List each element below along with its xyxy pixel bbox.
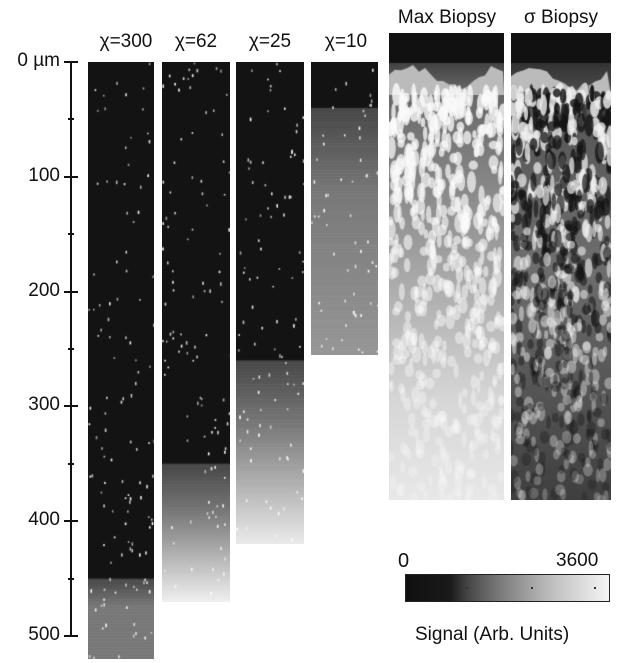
image-strip-chi-25 (236, 62, 304, 544)
panel-label-chi-62: χ=62 (174, 31, 218, 52)
axis-minor-tick (68, 462, 74, 465)
axis-major-tick (64, 175, 78, 178)
image-max-biopsy (389, 33, 504, 500)
axis-minor-tick (68, 348, 74, 350)
axis-major-tick (64, 405, 78, 408)
colorbar (405, 574, 610, 602)
axis-tick-label: 200 (28, 279, 60, 301)
axis-major-tick (64, 61, 78, 63)
axis-tick-label: 0 µm (17, 50, 60, 71)
axis-major-tick (64, 635, 78, 637)
axis-major-tick (64, 520, 78, 523)
panel-label-chi-300: χ=300 (99, 31, 153, 52)
colorbar-caption: Signal (Arb. Units) (415, 624, 570, 645)
panel-label-chi-25: χ=25 (248, 31, 292, 52)
axis-tick-label: 100 (28, 164, 60, 186)
image-strip-chi-62 (162, 62, 230, 602)
axis-minor-tick (68, 118, 74, 121)
image-sigma-biopsy (511, 33, 611, 500)
panel-label-max-biopsy: Max Biopsy (397, 7, 497, 28)
image-strip-chi-10 (311, 62, 378, 355)
colorbar-max-label: 3600 (556, 550, 599, 571)
panel-label-chi-10: χ=10 (324, 31, 368, 52)
axis-minor-tick (68, 233, 74, 236)
axis-major-tick (64, 290, 78, 293)
axis-tick-label: 300 (28, 394, 60, 416)
axis-tick-label: 400 (28, 509, 60, 531)
colorbar-min-label: 0 (398, 550, 410, 572)
panel-label-sigma-biopsy: σ Biopsy (523, 7, 599, 28)
axis-tick-label: 500 (28, 624, 60, 645)
axis-minor-tick (68, 577, 74, 580)
image-strip-chi-300 (88, 62, 154, 659)
